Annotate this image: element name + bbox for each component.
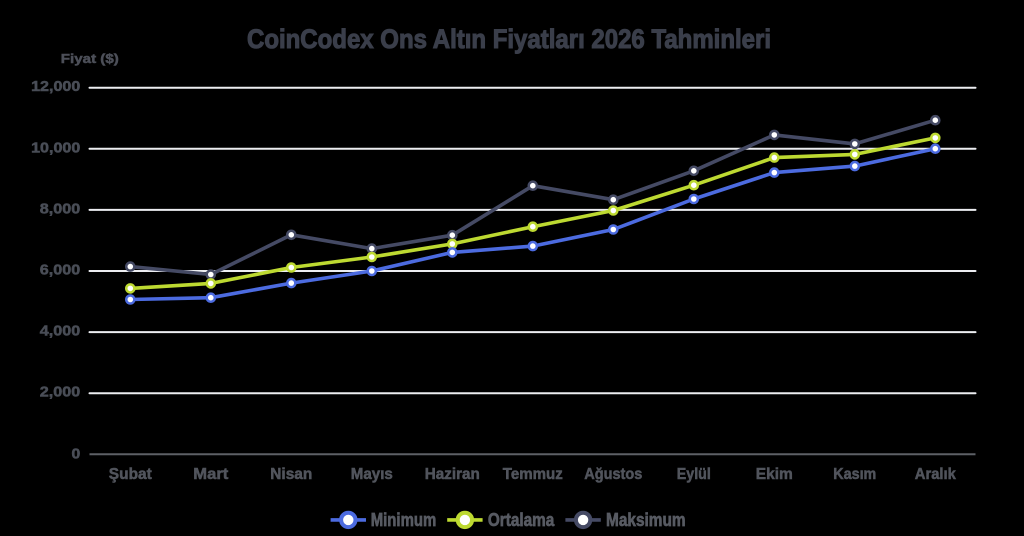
svg-text:10,000: 10,000 xyxy=(31,139,80,156)
svg-text:4,000: 4,000 xyxy=(40,323,81,340)
svg-text:Ekim: Ekim xyxy=(756,466,793,483)
svg-text:CoinCodex Ons Altın Fiyatları: CoinCodex Ons Altın Fiyatları 2026 Tahmi… xyxy=(247,24,771,54)
svg-text:Haziran: Haziran xyxy=(425,466,480,483)
svg-text:0: 0 xyxy=(72,445,81,462)
svg-text:6,000: 6,000 xyxy=(40,262,81,279)
svg-text:Mart: Mart xyxy=(193,466,229,483)
svg-text:Ortalama: Ortalama xyxy=(488,510,555,530)
svg-text:Eylül: Eylül xyxy=(677,466,711,483)
svg-text:Minimum: Minimum xyxy=(371,510,437,530)
svg-text:12,000: 12,000 xyxy=(31,78,80,95)
svg-text:Şubat: Şubat xyxy=(109,466,153,483)
svg-text:Temmuz: Temmuz xyxy=(503,466,563,483)
svg-text:Kasım: Kasım xyxy=(833,466,876,483)
svg-text:Ağustos: Ağustos xyxy=(584,466,642,483)
svg-text:8,000: 8,000 xyxy=(40,200,81,217)
svg-text:Aralık: Aralık xyxy=(915,466,956,483)
svg-text:Mayıs: Mayıs xyxy=(351,466,393,483)
svg-text:2,000: 2,000 xyxy=(40,384,81,401)
svg-text:Maksimum: Maksimum xyxy=(606,510,686,530)
svg-text:Fiyat ($): Fiyat ($) xyxy=(61,51,119,66)
svg-text:Nisan: Nisan xyxy=(270,466,312,483)
